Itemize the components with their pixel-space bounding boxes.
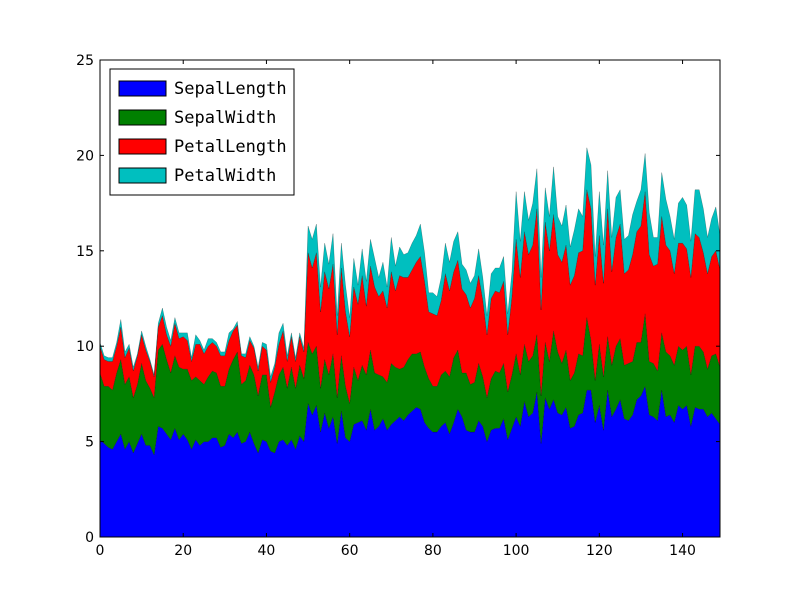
legend-swatch <box>118 138 167 155</box>
x-tick-label: 20 <box>174 543 192 559</box>
legend-label: PetalLength <box>174 137 287 157</box>
legend-swatch <box>118 167 167 184</box>
legend-label: PetalWidth <box>174 166 276 186</box>
y-axis-ticks: 0 5 10 15 20 25 <box>76 53 720 546</box>
legend-swatch <box>118 109 167 126</box>
y-tick-label: 25 <box>76 53 94 69</box>
y-tick-label: 0 <box>85 530 94 546</box>
legend-label: SepalLength <box>174 79 287 99</box>
x-tick-label: 60 <box>341 543 359 559</box>
legend: SepalLength SepalWidth PetalLength PetalWid… <box>109 68 295 196</box>
y-tick-label: 15 <box>76 244 94 260</box>
legend-label: SepalWidth <box>174 108 276 128</box>
legend-swatch <box>118 80 167 97</box>
x-tick-label: 0 <box>96 543 105 559</box>
y-tick-label: 20 <box>76 148 94 164</box>
x-tick-label: 80 <box>424 543 442 559</box>
x-axis-ticks: 0 20 40 60 80 100 120 140 <box>96 60 696 559</box>
x-tick-label: 40 <box>258 543 276 559</box>
x-tick-label: 140 <box>669 543 696 559</box>
x-tick-label: 100 <box>503 543 530 559</box>
y-tick-label: 5 <box>85 435 94 451</box>
plot-frame <box>99 59 721 538</box>
area-layers <box>99 147 721 538</box>
x-tick-label: 120 <box>586 543 613 559</box>
y-tick-label: 10 <box>76 339 94 355</box>
